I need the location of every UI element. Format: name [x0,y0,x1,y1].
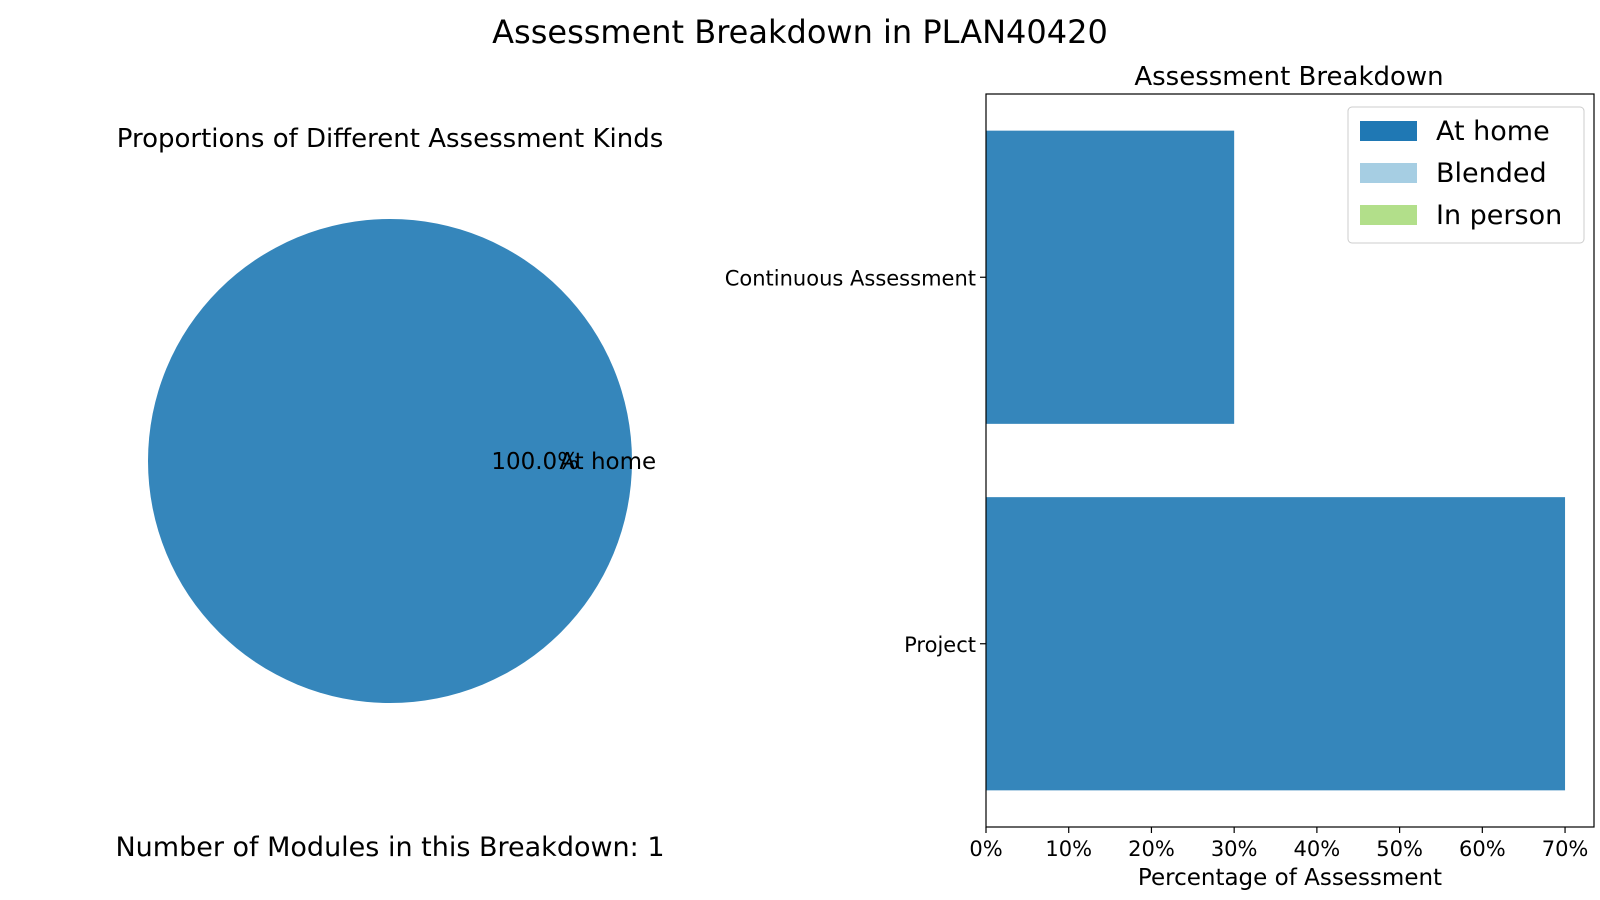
pie-chart-panel: Proportions of Different Assessment Kind… [115,124,664,863]
bar-plot-frame [985,93,1595,828]
pie-pct-label: 100.0% [491,449,579,475]
pie-footer: Number of Modules in this Breakdown: 1 [115,832,664,863]
y-tick-label: Project [904,633,976,657]
bar-chart-title: Assessment Breakdown [1134,62,1443,92]
x-tick-label: 20% [1128,837,1175,861]
x-tick-label: 50% [1376,837,1423,861]
legend-label: At home [1436,116,1550,147]
bar [986,497,1566,791]
x-tick-label: 10% [1045,837,1092,861]
legend-swatch [1360,205,1417,225]
legend-label: Blended [1436,158,1547,189]
bar-marks [986,130,1566,791]
legend: At home Blended In person [1347,106,1585,244]
y-tick-label: Continuous Assessment [725,266,976,290]
legend-swatch [1360,163,1417,183]
pie-chart-title: Proportions of Different Assessment Kind… [117,124,664,154]
legend-swatch [1360,121,1417,141]
pie-slice [148,219,632,703]
bar-x-axis: 0% 10% 20% 30% 40% 50% 60% 70% [969,827,1588,861]
bar-x-axis-label: Percentage of Assessment [1138,865,1442,891]
x-tick-label: 0% [969,837,1002,861]
x-tick-label: 40% [1294,837,1341,861]
bar [986,130,1235,424]
figure-title: Assessment Breakdown in PLAN40420 [492,13,1108,51]
x-tick-label: 60% [1459,837,1506,861]
bar-y-axis: Continuous Assessment Project [725,266,986,657]
bar-chart-panel: Assessment Breakdown Continuous Assessme… [725,62,1595,891]
pie-slice-label: At home [559,449,656,475]
x-tick-label: 70% [1542,837,1589,861]
legend-label: In person [1436,200,1562,231]
x-tick-label: 30% [1211,837,1258,861]
